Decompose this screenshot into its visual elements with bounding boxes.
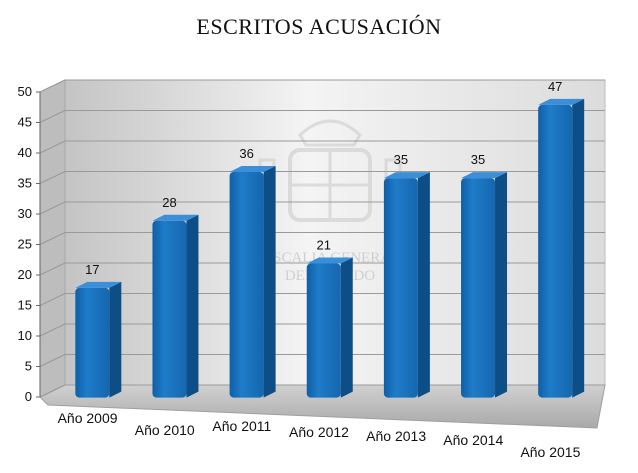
bar-2 — [152, 214, 199, 398]
bar-side — [109, 281, 122, 398]
gridline-depth — [39, 293, 66, 306]
y-tick-label: 40 — [18, 145, 32, 160]
bars — [75, 98, 585, 398]
bar-top — [538, 98, 585, 105]
bar-front — [306, 263, 341, 398]
category-label: Año 2013 — [366, 428, 426, 444]
y-tick-label: 10 — [18, 328, 32, 343]
bar-front — [152, 220, 187, 398]
gridline-depth — [39, 384, 66, 398]
y-tick-label: 5 — [25, 359, 32, 374]
bar-top — [383, 172, 430, 179]
bar-7 — [538, 98, 585, 398]
gridline-depth — [39, 110, 66, 123]
category-label: Año 2015 — [520, 444, 580, 460]
bar-side — [186, 214, 199, 398]
gridline-depth — [39, 201, 66, 215]
bar-1 — [75, 281, 122, 398]
y-tick-label: 15 — [18, 298, 32, 313]
data-label: 36 — [239, 146, 253, 161]
bar-top — [75, 281, 122, 288]
data-label: 21 — [317, 238, 331, 253]
bar-top — [229, 166, 276, 172]
category-label: Año 2010 — [135, 422, 195, 438]
x-axis-labels: Año 2009 Año 2010 Año 2011 Año 2012 Año 2013… — [58, 410, 581, 460]
gridline-depth — [39, 171, 66, 184]
gridline-depth — [39, 354, 66, 367]
bar-side — [495, 172, 508, 398]
bar-3 — [229, 166, 276, 398]
data-label: 47 — [548, 79, 562, 94]
gridline-depth — [39, 232, 66, 245]
bar-front — [461, 178, 496, 398]
gridline-depth — [39, 140, 66, 154]
bar-top — [152, 214, 199, 221]
bar-top — [306, 257, 353, 264]
data-label: 17 — [85, 262, 99, 277]
category-label: Año 2014 — [443, 432, 503, 448]
bar-front — [383, 178, 418, 398]
bar-5 — [383, 172, 430, 398]
category-label: Año 2009 — [58, 410, 118, 426]
data-labels: 17 28 36 21 35 35 47 — [85, 79, 562, 277]
bar-side — [572, 98, 585, 398]
bar-side — [417, 172, 430, 398]
bar-side — [340, 257, 353, 398]
y-tick-label: 35 — [18, 176, 32, 191]
category-label: Año 2012 — [289, 424, 349, 440]
gridline-depth — [39, 262, 66, 276]
bar-4 — [306, 257, 353, 398]
gridline-depth — [39, 79, 66, 93]
y-axis: 0 5 10 15 20 25 30 35 40 45 50 — [18, 84, 41, 404]
y-tick-label: 0 — [25, 389, 32, 404]
chart-title: ESCRITOS ACUSACIÓN — [196, 14, 442, 39]
bar-front — [538, 104, 573, 398]
y-tick-label: 30 — [18, 206, 32, 221]
data-label: 28 — [162, 195, 176, 210]
data-label: 35 — [471, 152, 485, 167]
data-label: 35 — [394, 152, 408, 167]
category-label: Año 2011 — [212, 418, 271, 434]
bar-top — [461, 172, 508, 179]
gridline-depth — [39, 323, 66, 337]
bar-side — [263, 166, 276, 398]
y-tick-label: 25 — [18, 237, 32, 252]
y-tick-label: 50 — [18, 84, 32, 99]
y-tick-label: 45 — [18, 115, 32, 130]
y-tick-label: 20 — [18, 267, 32, 282]
bar-front — [75, 287, 110, 398]
bar-front — [229, 172, 264, 398]
bar-6 — [461, 172, 508, 398]
